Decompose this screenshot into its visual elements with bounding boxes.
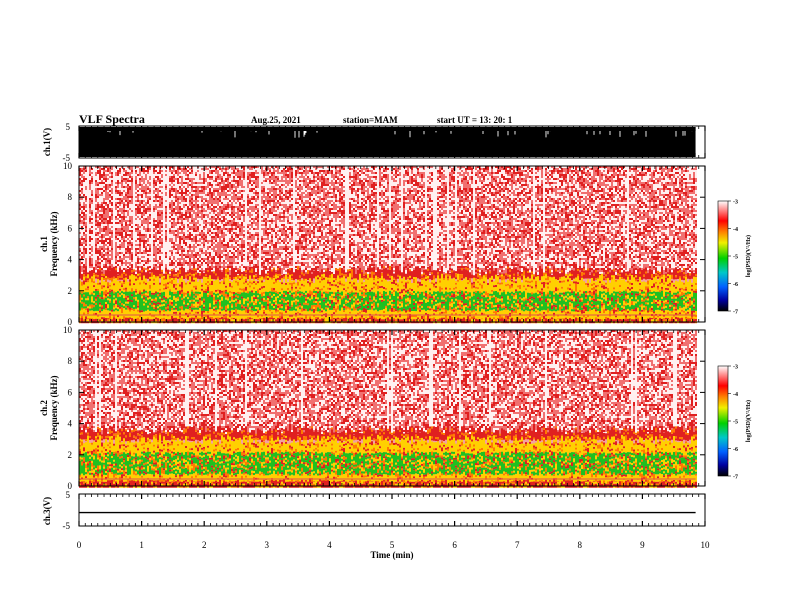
time-tick-label: 8: [578, 540, 583, 550]
freq-tick-label: 8: [68, 192, 73, 202]
ch2-colorbar-label: log(PSD)(V²/Hz): [745, 400, 752, 442]
time-axis-label: Time (min): [370, 550, 413, 560]
spectrogram-cells-white: [79, 330, 697, 436]
ch1-spectrogram-cells: [79, 166, 697, 324]
spectrogram-cells-yellow: [79, 273, 697, 324]
ch1-spectrogram-panel: 10 8 6 4 2 0 ch.1 Frequency (kHz): [39, 161, 706, 327]
ch1-waveform-trace: [79, 127, 696, 157]
ch1-spectrogram-ylabel-frequency: Frequency (kHz): [49, 211, 59, 276]
time-axis-tick-labels: 0 1 2 3 4 5 6 7 8 9 10: [77, 540, 710, 550]
spectrogram-cells-pink: [79, 166, 697, 276]
time-tick-label: 6: [452, 540, 457, 550]
ch2-colorbar-gradient: [717, 365, 729, 477]
colorbar-tick-label: -6: [733, 447, 738, 453]
time-axis-ticks: [78, 126, 706, 526]
time-tick-label: 9: [640, 540, 645, 550]
ch1-ytick-top: 5: [66, 122, 71, 132]
ch2-spectrogram-cells: [79, 330, 697, 488]
colorbar-tick-label: -4: [733, 227, 738, 233]
colorbar-tick-label: -4: [733, 392, 738, 398]
colorbar-tick-label: -7: [733, 310, 738, 316]
time-tick-label: 7: [515, 540, 520, 550]
time-tick-label: 10: [701, 540, 711, 550]
station-label: station=MAM: [343, 115, 398, 125]
spectrogram-cells-pink: [79, 330, 697, 436]
ch1-waveform-bottom-fill: [80, 153, 696, 157]
colorbar-tick-label: -3: [733, 200, 738, 206]
freq-tick-label: 2: [68, 450, 73, 460]
colorbar-tick-label: -3: [733, 365, 738, 371]
spectrogram-cells-green: [79, 290, 697, 312]
time-tick-label: 5: [390, 540, 395, 550]
ch1-waveform-bars: [79, 127, 696, 157]
time-tick-label: 2: [202, 540, 207, 550]
ch1-colorbar-gradient: [717, 200, 729, 312]
time-tick-label: 3: [265, 540, 270, 550]
ch1-colorbar-ticks: -3 -4 -5 -6 -7: [728, 200, 738, 316]
ch1-colorbar: -3 -4 -5 -6 -7 log(PSD)(V²/Hz): [717, 200, 752, 316]
spectrogram-cells-white: [79, 166, 697, 276]
date-label: Aug.25, 2021: [251, 115, 301, 125]
freq-tick-label: 4: [68, 419, 73, 429]
figure-title: VLF Spectra: [79, 112, 145, 126]
freq-tick-label: 4: [68, 255, 73, 265]
ch1-colorbar-label: log(PSD)(V²/Hz): [745, 235, 752, 277]
ch2-colorbar: -3 -4 -5 -6 -7 log(PSD)(V²/Hz): [717, 365, 752, 481]
start-time-label: start UT = 13: 20: 1: [437, 115, 513, 125]
spectrogram-cells-orange: [79, 426, 697, 488]
ch3-waveform-ylabel: ch.3(V): [42, 497, 52, 525]
freq-tick-label: 6: [68, 387, 73, 397]
colorbar-tick-label: -5: [733, 420, 738, 426]
ch1-spectrogram-ylabel-channel: ch.1: [39, 236, 49, 252]
time-tick-label: 4: [327, 540, 332, 550]
spectrogram-cells-green: [79, 451, 697, 476]
ch3-ytick-bottom: -5: [63, 521, 71, 531]
freq-tick-label: 0: [68, 317, 73, 327]
freq-tick-label: 6: [68, 223, 73, 233]
colorbar-tick-label: -7: [733, 475, 738, 481]
ch2-spectrogram-ylabel-channel: ch.2: [39, 400, 49, 416]
ch2-spectrogram-panel: 10 8 6 4 2 0 ch.2 Frequency (kHz): [39, 325, 706, 491]
freq-tick-label: 10: [63, 161, 73, 171]
freq-tick-label: 10: [63, 325, 73, 335]
ch1-waveform-top-fill: [80, 127, 696, 131]
spectrogram-cells-red: [79, 330, 697, 488]
ch1-waveform-ylabel: ch.1(V): [42, 128, 52, 156]
freq-tick-label: 8: [68, 356, 73, 366]
freq-tick-label: 0: [68, 481, 73, 491]
time-tick-label: 1: [139, 540, 144, 550]
time-tick-label: 0: [77, 540, 82, 550]
ch1-ytick-bottom: -5: [63, 153, 71, 163]
ch2-freq-ticks: 10 8 6 4 2 0: [63, 325, 705, 491]
ch1-freq-ticks: 10 8 6 4 2 0: [63, 161, 705, 327]
ch3-ytick-top: 5: [66, 490, 71, 500]
spectrogram-cells-yellow: [79, 434, 697, 488]
colorbar-tick-label: -6: [733, 282, 738, 288]
spectrogram-cells-red: [79, 166, 697, 324]
ch2-spectrogram-ylabel-frequency: Frequency (kHz): [49, 375, 59, 440]
ch2-colorbar-ticks: -3 -4 -5 -6 -7: [728, 365, 738, 481]
freq-tick-label: 2: [68, 286, 73, 296]
colorbar-tick-label: -5: [733, 255, 738, 261]
